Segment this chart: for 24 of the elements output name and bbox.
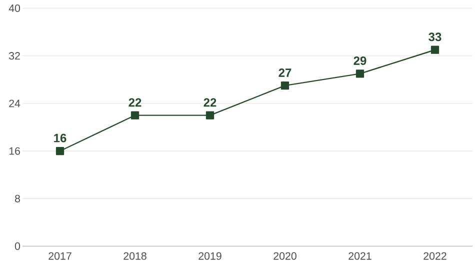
point (206, 111, 214, 120)
data-label: 27 (278, 68, 292, 77)
point (430, 46, 440, 54)
y-tick-label: 8 (14, 194, 20, 202)
data-label: 16 (54, 134, 66, 142)
y-tick-label: 16 (9, 147, 20, 155)
x-tick-label: 2021 (348, 252, 372, 260)
x-tick-label: 2017 (48, 252, 72, 260)
x-tick-label: 2019 (198, 252, 222, 260)
y-tick-label: 40 (8, 4, 20, 12)
point (56, 146, 64, 155)
y-tick-label: 0 (14, 242, 20, 250)
point (130, 111, 140, 120)
y-tick-label: 24 (9, 100, 20, 108)
x-tick-label: 2020 (274, 252, 296, 260)
data-label: 22 (204, 98, 216, 107)
point (356, 70, 364, 78)
x-tick-label: 2018 (124, 252, 146, 260)
x-tick-label: 2022 (424, 252, 446, 260)
data-label: 29 (354, 56, 366, 65)
point (280, 81, 290, 90)
data-label: 22 (128, 98, 142, 107)
y-tick-label: 32 (9, 52, 20, 60)
data-label: 33 (428, 32, 442, 42)
